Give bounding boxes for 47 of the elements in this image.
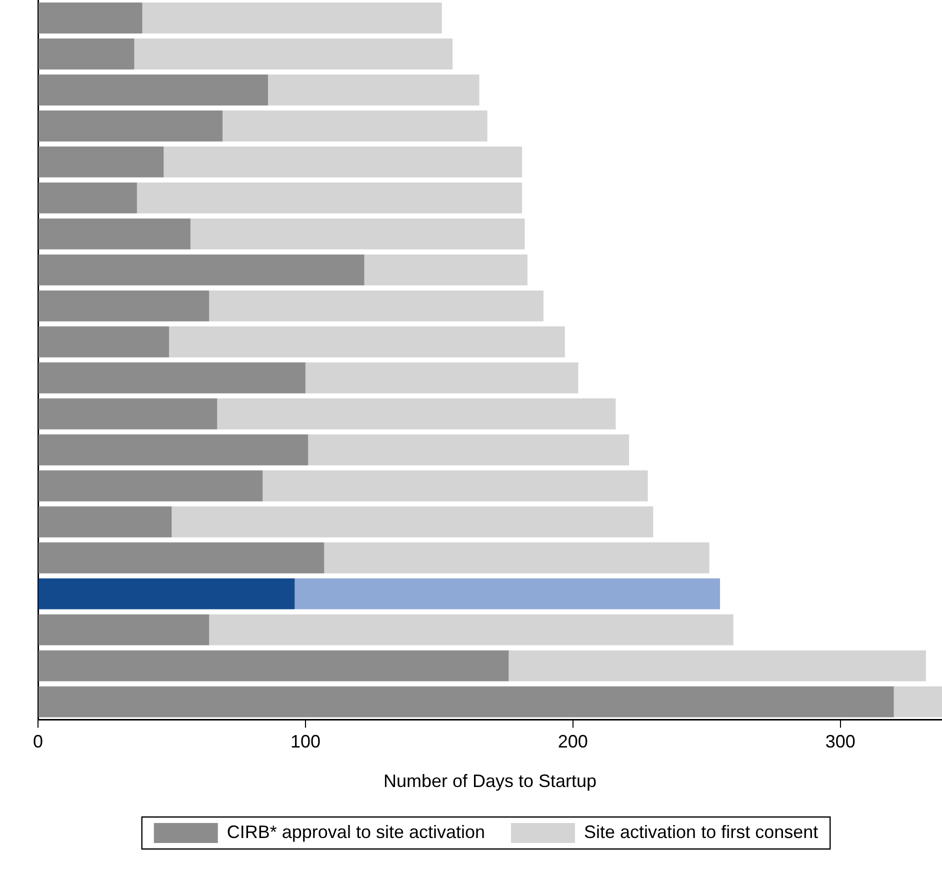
bar (38, 326, 170, 358)
bar (38, 218, 190, 250)
bar (364, 254, 528, 286)
bar (190, 218, 525, 250)
legend-label: CIRB* approval to site activation (226, 822, 486, 842)
bar (38, 290, 210, 322)
bar (38, 470, 263, 502)
bar (38, 254, 364, 286)
bar (308, 434, 630, 466)
bar (209, 290, 544, 322)
bar (268, 74, 480, 106)
bar (38, 146, 164, 178)
bar (38, 650, 509, 682)
bar (38, 434, 308, 466)
bar (38, 686, 894, 718)
bar (294, 578, 720, 610)
bar (38, 542, 324, 574)
bar (172, 506, 654, 538)
bar (164, 146, 522, 178)
bar (142, 2, 442, 34)
bar (38, 2, 142, 34)
bar (38, 38, 134, 70)
bar (217, 398, 616, 430)
bar (169, 326, 565, 358)
bar (508, 650, 926, 682)
bar (134, 38, 453, 70)
bar (38, 74, 268, 106)
legend-label: Site activation to first consent (584, 822, 818, 842)
bar (38, 578, 295, 610)
bar (209, 614, 734, 646)
x-tick-label: 300 (825, 732, 856, 752)
bar (305, 362, 578, 394)
bar (894, 686, 942, 718)
bar (38, 362, 306, 394)
x-tick-label: 100 (290, 732, 320, 752)
bar (38, 398, 218, 430)
bar (38, 506, 172, 538)
bar (38, 182, 137, 214)
bar (222, 110, 488, 142)
bar (262, 470, 648, 502)
bar (324, 542, 710, 574)
x-axis-title: Number of Days to Startup (383, 771, 597, 792)
bar (136, 182, 522, 214)
x-tick-label: 0 (32, 732, 44, 752)
bar (38, 614, 210, 646)
x-tick-label: 200 (558, 732, 588, 752)
bar (38, 110, 223, 142)
